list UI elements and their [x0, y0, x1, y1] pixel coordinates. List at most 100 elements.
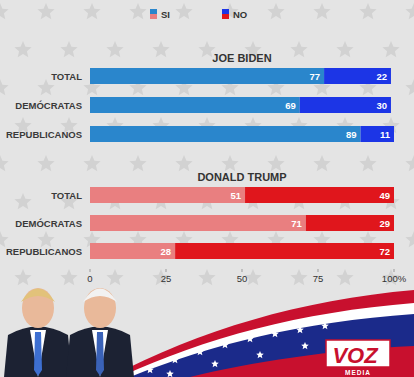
background-star	[290, 269, 307, 285]
logo: VOZMEDIA	[326, 340, 390, 376]
wave-red	[110, 290, 414, 377]
data-label: 49	[379, 190, 390, 201]
bar	[90, 126, 361, 142]
portrait-face	[84, 288, 116, 328]
flag-wave	[110, 290, 414, 377]
background-star	[359, 155, 376, 171]
data-labels: 772269308911	[285, 71, 391, 140]
background-star	[336, 41, 353, 57]
category-label: DEMÓCRATAS	[15, 218, 82, 229]
bar	[175, 243, 394, 259]
background-star	[336, 269, 353, 285]
portraits	[4, 288, 134, 377]
wave-star	[211, 360, 219, 367]
wave-star	[146, 366, 154, 373]
category-label: REPUBLICANOS	[6, 246, 82, 257]
tick-mark	[166, 269, 167, 272]
background-star	[37, 3, 54, 19]
tick-label: 75	[313, 273, 324, 284]
background-star	[106, 269, 123, 285]
data-label: 11	[380, 129, 391, 140]
canvas: JOE BIDEN772269308911TOTALDEMÓCRATASREPU…	[0, 0, 414, 377]
wave-star	[166, 370, 174, 377]
background-star	[359, 3, 376, 19]
data-labels: 514971292872	[161, 190, 390, 257]
wave-star	[246, 335, 254, 342]
tick-mark	[242, 269, 243, 272]
background-star	[106, 41, 123, 57]
tick-mark	[318, 269, 319, 272]
background-star	[0, 79, 9, 95]
bar	[306, 215, 394, 231]
wave-star	[256, 351, 264, 358]
data-label: 30	[376, 100, 387, 111]
background-star	[313, 3, 330, 19]
tick-label: 100%	[382, 273, 407, 284]
portrait-tie	[34, 332, 42, 376]
legend-swatch	[150, 14, 157, 19]
data-label: 51	[230, 190, 241, 201]
background-star	[129, 3, 146, 19]
bar	[324, 68, 391, 84]
data-label: 72	[379, 246, 390, 257]
wave-star	[296, 326, 304, 333]
background-star	[14, 269, 31, 285]
wave-white	[120, 303, 414, 377]
category-label: TOTAL	[51, 190, 82, 201]
portrait-shirt	[92, 330, 108, 377]
background-star	[405, 231, 414, 247]
category-label: DEMÓCRATAS	[15, 100, 82, 111]
data-label: 29	[379, 218, 390, 229]
background-star	[60, 41, 77, 57]
background-star	[290, 41, 307, 57]
wave-star	[321, 322, 329, 329]
legend-label: NO	[233, 9, 247, 20]
chart-title: DONALD TRUMP	[197, 171, 286, 183]
background	[0, 0, 414, 377]
legend-label: SI	[161, 9, 170, 20]
bar	[90, 243, 175, 259]
wave-star	[221, 341, 229, 348]
tick-mark	[90, 269, 91, 272]
logo-text: VOZ	[332, 343, 379, 368]
portrait-hair	[83, 289, 117, 303]
portrait-tie	[96, 332, 104, 376]
data-label: 22	[376, 71, 387, 82]
legend-swatch	[150, 9, 157, 14]
background-star	[198, 269, 215, 285]
background-star	[405, 155, 414, 171]
bar	[361, 126, 394, 142]
bar	[90, 187, 245, 203]
background-star	[37, 155, 54, 171]
background-star	[83, 3, 100, 19]
background-star	[267, 3, 284, 19]
background-star	[175, 155, 192, 171]
data-label: 89	[346, 129, 357, 140]
logo-box	[326, 340, 390, 367]
bar	[90, 68, 324, 84]
chart-title: JOE BIDEN	[212, 52, 271, 64]
chart: JOE BIDEN772269308911TOTALDEMÓCRATASREPU…	[6, 52, 394, 142]
background-star	[0, 155, 9, 171]
background-star	[129, 155, 146, 171]
bars	[90, 68, 394, 142]
data-label: 71	[291, 218, 302, 229]
wave-star	[171, 356, 179, 363]
background-star	[14, 41, 31, 57]
background-star	[152, 41, 169, 57]
background-star	[0, 3, 9, 19]
legend-swatch	[222, 9, 229, 14]
background-star	[83, 155, 100, 171]
background-star	[60, 269, 77, 285]
legend-swatch	[222, 14, 229, 19]
wave-blue	[130, 314, 414, 377]
portrait-face	[22, 288, 54, 328]
wave-star	[301, 342, 309, 349]
background-star	[14, 193, 31, 209]
wave-star	[271, 330, 279, 337]
background-star	[405, 3, 414, 19]
tick-mark	[394, 269, 395, 272]
logo-subtext: MEDIA	[345, 369, 371, 376]
data-label: 69	[285, 100, 296, 111]
category-label: REPUBLICANOS	[6, 129, 82, 140]
